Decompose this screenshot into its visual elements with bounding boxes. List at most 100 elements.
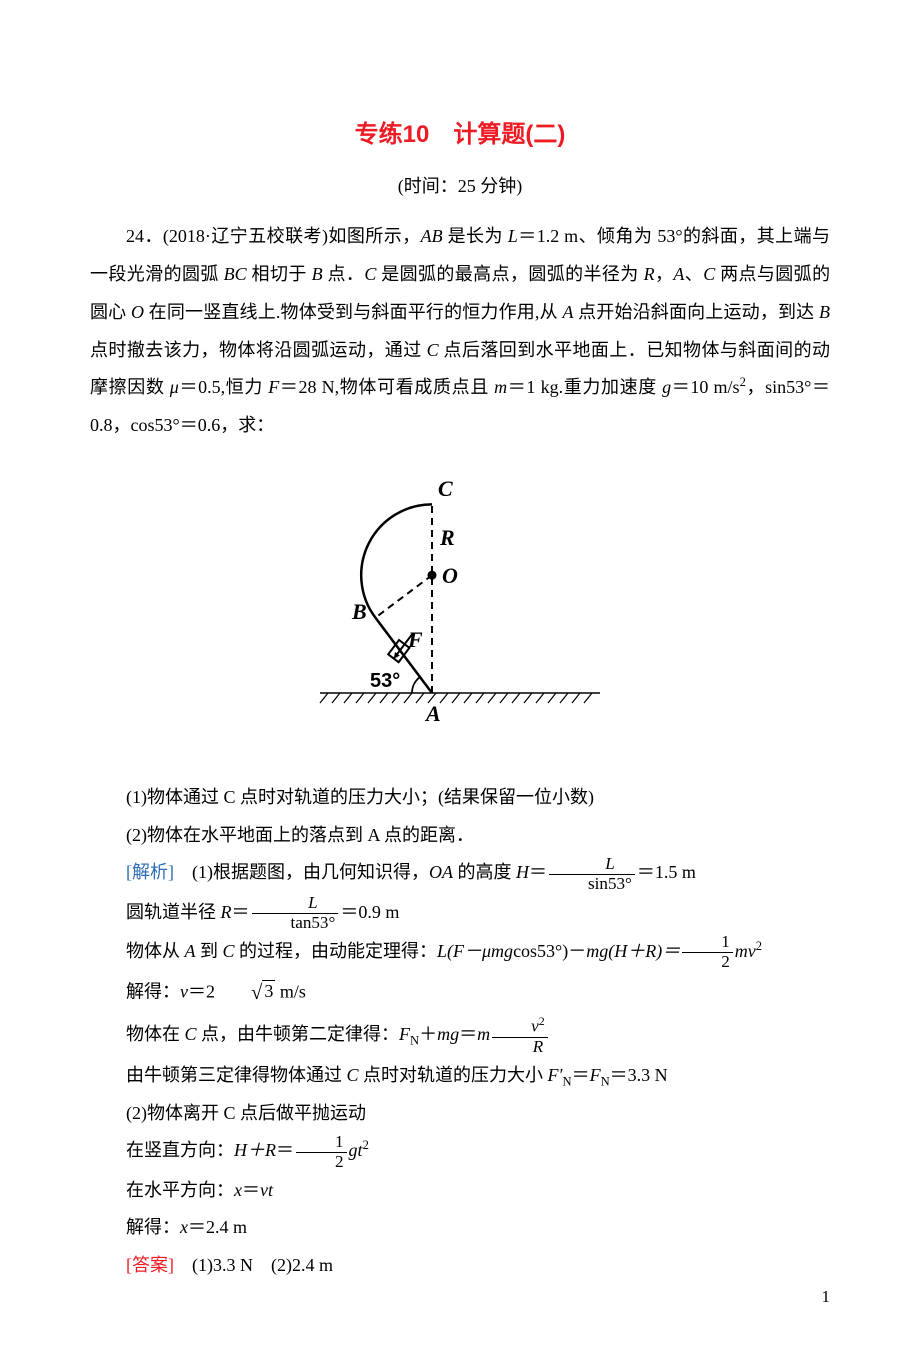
solution-line-1: [解析] (1)根据题图，由几何知识得，OA 的高度 H＝Lsin53°＝1.5… bbox=[90, 854, 830, 893]
s4b: ＝2 bbox=[188, 981, 215, 1001]
s4c: m/s bbox=[275, 981, 306, 1001]
fig-C: C bbox=[438, 476, 453, 501]
s1c: ＝1.5 m bbox=[637, 862, 696, 882]
OA: OA bbox=[429, 862, 453, 882]
eq3c: cos53°)－ bbox=[513, 941, 586, 961]
m: m bbox=[494, 377, 507, 397]
C: C bbox=[364, 264, 376, 284]
solution-line-10: 解得：x＝2.4 m bbox=[90, 1209, 830, 1247]
s2b: ＝0.9 m bbox=[340, 902, 399, 922]
A: A bbox=[673, 264, 684, 284]
solution-label: [解析] bbox=[126, 862, 174, 882]
t-b6: 、 bbox=[684, 264, 703, 284]
BC: BC bbox=[224, 264, 247, 284]
s10b: ＝2.4 m bbox=[188, 1217, 247, 1237]
t-b1: 是长为 bbox=[448, 226, 508, 246]
t-b4: 是圆弧的最高点，圆弧的半径为 bbox=[376, 264, 643, 284]
s5e: ＝ bbox=[459, 1024, 477, 1044]
eq3e: (H＋R)＝ bbox=[608, 941, 680, 961]
question-1: (1)物体通过 C 点时对轨道的压力大小；(结果保留一位小数) bbox=[90, 779, 830, 817]
sqrt-3: √3 bbox=[215, 972, 275, 1015]
eq3d: mg bbox=[586, 941, 608, 961]
s6c: ＝ bbox=[572, 1065, 590, 1085]
answer-label: [答案] bbox=[126, 1255, 174, 1275]
solution-line-9: 在水平方向：x＝vt bbox=[90, 1172, 830, 1210]
FN: F bbox=[399, 1024, 410, 1044]
frac-5: v2R bbox=[492, 1015, 548, 1056]
fig-B: B bbox=[351, 599, 367, 624]
s3b: 到 bbox=[196, 941, 223, 961]
C3: C bbox=[427, 340, 439, 360]
v: v bbox=[180, 981, 188, 1001]
F: F bbox=[268, 377, 279, 397]
A2: A bbox=[562, 302, 573, 322]
mg: mg bbox=[437, 1024, 459, 1044]
frac-2: Ltan53° bbox=[252, 894, 339, 933]
t-head: 如图所示， bbox=[328, 226, 421, 246]
frac-half-1: 12 bbox=[682, 933, 733, 972]
B: B bbox=[312, 264, 323, 284]
solution-line-3: 物体从 A 到 C 的过程，由动能定理得：L(F－μmgcos53°)－mg(H… bbox=[90, 933, 830, 972]
frac-half-2: 12 bbox=[296, 1133, 347, 1172]
C4: C bbox=[223, 941, 235, 961]
subtitle: (时间：25 分钟) bbox=[90, 168, 830, 206]
R2: R bbox=[221, 902, 232, 922]
s3a: 物体从 bbox=[126, 941, 185, 961]
s8a: 在竖直方向： bbox=[126, 1140, 234, 1160]
solution-line-4: 解得：v＝2√3 m/s bbox=[90, 972, 830, 1015]
t-b5: ， bbox=[655, 264, 674, 284]
s6a: 由牛顿第三定律得物体通过 bbox=[126, 1065, 347, 1085]
C2: C bbox=[703, 264, 715, 284]
mu: μ bbox=[170, 377, 179, 397]
fig-O: O bbox=[442, 563, 458, 588]
problem-number: 24． bbox=[126, 226, 163, 246]
s6d: ＝3.3 N bbox=[610, 1065, 668, 1085]
s5c: ＋ bbox=[419, 1024, 437, 1044]
s3c: 的过程，由动能定理得： bbox=[235, 941, 438, 961]
fig-A: A bbox=[424, 701, 441, 726]
solution-line-5: 物体在 C 点，由牛顿第二定律得：FN＋mg＝mv2R bbox=[90, 1015, 830, 1056]
s2a: 圆轨道半径 bbox=[126, 902, 221, 922]
t-b10: 点时撤去该力，物体将沿圆弧运动，通过 bbox=[90, 340, 427, 360]
H: H bbox=[516, 862, 529, 882]
s5b: 点，由牛顿第二定律得： bbox=[197, 1024, 400, 1044]
C5: C bbox=[185, 1024, 197, 1044]
x2: x bbox=[180, 1217, 188, 1237]
AB: AB bbox=[421, 226, 443, 246]
t-b2: 相切于 bbox=[247, 264, 312, 284]
solution-line-2: 圆轨道半径 R＝Ltan53°＝0.9 m bbox=[90, 894, 830, 933]
problem-source: (2018·辽宁五校联考) bbox=[163, 226, 328, 246]
HR: H＋R bbox=[234, 1140, 276, 1160]
t-fv: ＝28 N,物体可看成质点且 bbox=[279, 377, 494, 397]
figure: C R O B F 53° A bbox=[90, 463, 830, 757]
mv2: mv bbox=[735, 941, 756, 961]
A3: A bbox=[185, 941, 196, 961]
s9a: 在水平方向： bbox=[126, 1180, 234, 1200]
m2: m bbox=[477, 1024, 490, 1044]
s5a: 物体在 bbox=[126, 1024, 185, 1044]
O: O bbox=[131, 302, 144, 322]
t-b9: 点开始沿斜面向上运动，到达 bbox=[573, 302, 819, 322]
t-mv: ＝1 kg.重力加速度 bbox=[507, 377, 662, 397]
question-2: (2)物体在水平地面上的落点到 A 点的距离． bbox=[90, 817, 830, 855]
solution-line-7: (2)物体离开 C 点后做平抛运动 bbox=[90, 1095, 830, 1133]
eq3a: L bbox=[437, 941, 447, 961]
x: x bbox=[234, 1180, 242, 1200]
N-sub3: N bbox=[601, 1074, 610, 1088]
t-b3: 点． bbox=[323, 264, 365, 284]
B2: B bbox=[819, 302, 830, 322]
title: 专练10 计算题(二) bbox=[90, 110, 830, 160]
g: g bbox=[662, 377, 671, 397]
physics-diagram: C R O B F 53° A bbox=[300, 463, 620, 743]
gt2: gt bbox=[349, 1140, 363, 1160]
t-muv: ＝0.5,恒力 bbox=[179, 377, 268, 397]
page-number: 1 bbox=[822, 1279, 831, 1315]
R: R bbox=[644, 264, 655, 284]
FN2: F bbox=[590, 1065, 601, 1085]
answer-text: (1)3.3 N (2)2.4 m bbox=[174, 1255, 333, 1275]
s1a: (1)根据题图，由几何知识得， bbox=[174, 862, 429, 882]
fig-R: R bbox=[439, 525, 455, 550]
fig-angle: 53° bbox=[370, 670, 400, 692]
solution-line-6: 由牛顿第三定律得物体通过 C 点时对轨道的压力大小 F′N＝FN＝3.3 N bbox=[90, 1057, 830, 1095]
answer-line: [答案] (1)3.3 N (2)2.4 m bbox=[90, 1247, 830, 1285]
